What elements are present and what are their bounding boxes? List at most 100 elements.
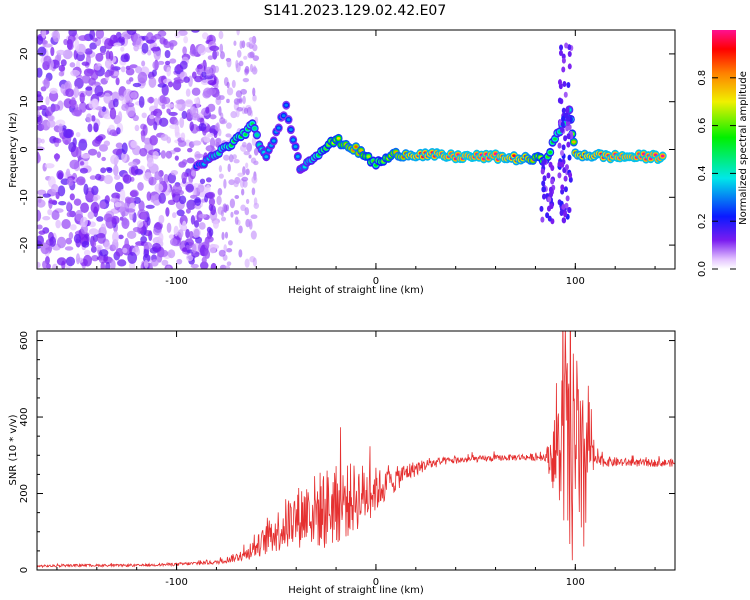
heatmap-cell — [252, 94, 257, 102]
heatmap-cell — [95, 173, 102, 181]
heatmap-cell — [130, 91, 138, 99]
heatmap-cell — [208, 243, 217, 254]
heatmap-cell — [207, 132, 215, 138]
heatmap-cell — [231, 79, 236, 89]
heatmap-cell — [567, 154, 572, 161]
heatmap-cell — [65, 256, 76, 267]
heatmap-cell — [79, 161, 85, 166]
heatmap-cell — [186, 199, 196, 211]
heatmap-cell — [197, 44, 207, 56]
heatmap-cell — [563, 186, 568, 193]
heatmap-cell — [43, 77, 50, 89]
heatmap-cell — [206, 191, 216, 199]
heatmap-cell — [83, 249, 91, 256]
heatmap-cell — [557, 161, 562, 168]
heatmap-cell — [167, 172, 177, 184]
heatmap-cell — [220, 209, 224, 217]
spectrogram-xtick-label: -100 — [165, 276, 188, 287]
heatmap-cell — [205, 66, 213, 77]
heatmap-cell — [187, 147, 193, 153]
heatmap-cell — [558, 49, 563, 56]
heatmap-cell — [179, 116, 185, 129]
heatmap-cell — [55, 119, 66, 127]
heatmap-cell — [154, 183, 164, 193]
snr-ytick-label: 400 — [19, 407, 30, 426]
heatmap-cell — [52, 30, 61, 43]
heatmap-cell — [220, 216, 227, 222]
heatmap-cell — [121, 142, 128, 155]
heatmap-cell — [228, 154, 234, 163]
heatmap-cell — [89, 42, 97, 50]
heatmap-cell — [201, 256, 207, 264]
heatmap-cell — [169, 42, 174, 51]
heatmap-cell — [75, 131, 81, 138]
heatmap-cell — [545, 212, 550, 219]
heatmap-cell — [217, 187, 223, 196]
heatmap-cell — [63, 98, 73, 109]
heatmap-cell — [37, 209, 42, 222]
heatmap-cell — [69, 159, 80, 170]
heatmap-cell — [37, 35, 43, 45]
heatmap-cell — [126, 30, 137, 36]
heatmap-cell — [133, 44, 139, 52]
heatmap-cell — [76, 176, 86, 186]
heatmap-cell — [159, 117, 169, 127]
heatmap-cell — [104, 58, 113, 69]
heatmap-cell — [65, 237, 73, 245]
heatmap-cell — [251, 136, 257, 147]
heatmap-cell — [90, 246, 97, 253]
heatmap-cell — [172, 212, 177, 219]
heatmap-cell — [56, 170, 64, 180]
heatmap-cell — [42, 215, 51, 221]
heatmap-cell — [565, 195, 570, 202]
heatmap-cell — [80, 202, 90, 214]
heatmap-cell — [176, 79, 185, 84]
heatmap-cell — [100, 223, 107, 236]
heatmap-cell — [60, 83, 66, 94]
heatmap-cell — [141, 60, 146, 67]
heatmap-cell — [121, 151, 128, 163]
heatmap-cell — [215, 122, 220, 132]
heatmap-cell — [87, 123, 93, 133]
heatmap-cell — [38, 230, 46, 235]
heatmap-cell — [542, 193, 547, 200]
heatmap-cell — [114, 201, 122, 208]
heatmap-cell — [80, 224, 88, 235]
spectrogram-ytick-label: 0 — [19, 146, 30, 152]
heatmap-cell — [271, 139, 276, 143]
heatmap-cell — [128, 77, 134, 82]
heatmap-cell — [159, 176, 164, 185]
heatmap-cell — [117, 111, 123, 123]
heatmap-cell — [125, 208, 136, 213]
heatmap-cell — [561, 217, 566, 224]
heatmap-cell — [242, 179, 248, 188]
heatmap-cell — [241, 188, 245, 196]
heatmap-cell — [118, 95, 125, 101]
heatmap-cell — [95, 52, 104, 62]
heatmap-cell — [224, 231, 229, 239]
heatmap-cell — [181, 110, 188, 120]
heatmap-cell — [245, 162, 249, 169]
heatmap-cell — [120, 54, 129, 63]
heatmap-cell — [137, 71, 148, 84]
heatmap-cell — [120, 66, 126, 73]
heatmap-cell — [80, 216, 88, 228]
heatmap-cell — [92, 196, 98, 202]
heatmap-cell — [88, 228, 99, 235]
snr-xtick-label: -100 — [165, 577, 188, 588]
heatmap-cell — [135, 66, 142, 74]
heatmap-cell — [84, 48, 93, 55]
heatmap-cell — [96, 151, 102, 159]
heatmap-cell — [236, 49, 242, 58]
heatmap-cell — [54, 153, 59, 162]
heatmap-cell — [227, 163, 231, 173]
heatmap-cell — [190, 214, 195, 225]
heatmap-cell — [560, 188, 565, 195]
heatmap-cell — [197, 64, 203, 70]
heatmap-cell — [221, 231, 225, 241]
heatmap-cell — [91, 185, 99, 196]
heatmap-cell — [248, 218, 253, 227]
heatmap-cell — [197, 184, 205, 193]
heatmap-cell — [112, 231, 119, 243]
heatmap-cell — [45, 106, 54, 117]
